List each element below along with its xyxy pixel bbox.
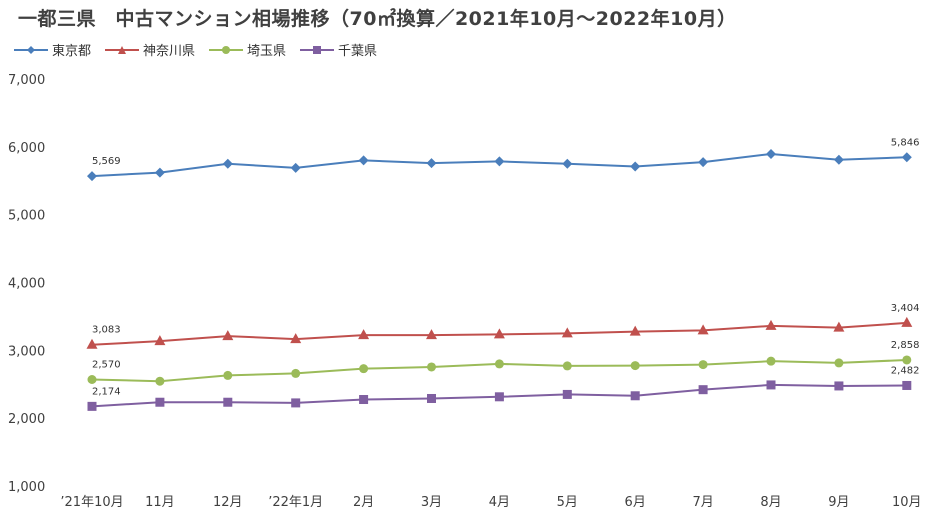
x-tick-label: ’22年1月: [268, 495, 323, 510]
y-tick-label: 4,000: [8, 277, 45, 292]
data-point: [629, 325, 641, 336]
legend-item-chiba: 千葉県: [300, 40, 377, 59]
data-point: [630, 361, 640, 371]
data-point: [427, 393, 436, 403]
data-point: [833, 154, 844, 165]
data-point: [766, 148, 776, 159]
data-point: [562, 389, 572, 399]
legend-label-tokyo: 東京都: [52, 44, 92, 59]
data-point: [630, 161, 641, 172]
data-point: [493, 328, 505, 339]
y-tick-label: 7,000: [8, 73, 45, 88]
legend-item-saitama: 埼玉県: [209, 40, 286, 59]
x-tick-label: 9月: [828, 495, 849, 510]
y-tick-label: 6,000: [8, 141, 45, 156]
data-point: [494, 156, 505, 167]
x-tick-label: 7月: [692, 495, 713, 510]
data-point: [833, 321, 845, 332]
data-point: [902, 380, 912, 390]
data-point: [562, 361, 572, 371]
data-point: [291, 398, 301, 408]
data-point: [291, 368, 301, 378]
data-label: 2,858: [891, 340, 920, 351]
chart-title: 一都三県 中古マンション相場推移（70㎡換算／2021年10月～2022年10月…: [18, 8, 737, 30]
data-point: [834, 381, 844, 391]
x-tick-label: 6月: [625, 495, 646, 510]
x-tick-label: 12月: [213, 495, 243, 510]
data-label: 2,174: [92, 386, 121, 397]
data-point: [834, 358, 844, 368]
data-point: [766, 356, 776, 366]
data-point: [698, 360, 708, 370]
x-tick-label: 4月: [489, 495, 510, 510]
data-point: [426, 329, 437, 340]
data-point: [358, 329, 370, 340]
data-point: [766, 380, 776, 390]
legend-label-saitama: 埼玉県: [247, 44, 287, 59]
x-tick-label: ’21年10月: [60, 495, 123, 510]
data-point: [630, 391, 640, 401]
x-tick-label: 8月: [760, 495, 781, 510]
data-point: [901, 316, 913, 327]
data-point: [359, 395, 369, 405]
legend-marker-kanagawa: [105, 45, 140, 54]
y-tick-label: 1,000: [8, 480, 45, 495]
legend-item-tokyo: 東京都: [14, 40, 91, 59]
data-point: [494, 359, 504, 369]
data-point: [427, 362, 436, 372]
legend-marker-chiba: [300, 45, 335, 54]
data-label: 3,083: [92, 325, 121, 336]
data-point: [359, 364, 369, 374]
data-label: 2,570: [92, 360, 121, 371]
data-point: [155, 376, 165, 386]
data-point: [87, 401, 97, 411]
data-point: [223, 397, 233, 407]
data-point: [222, 158, 233, 169]
legend-label-kanagawa: 神奈川県: [143, 44, 196, 59]
data-label: 5,846: [891, 137, 920, 148]
data-point: [86, 338, 98, 349]
data-point: [290, 162, 301, 173]
data-point: [154, 167, 165, 178]
data-point: [562, 158, 573, 169]
data-point: [901, 152, 912, 163]
data-point: [698, 385, 708, 395]
data-point: [87, 171, 97, 182]
data-point: [902, 355, 912, 365]
y-tick-label: 2,000: [8, 412, 45, 427]
data-point: [426, 158, 437, 169]
data-label: 3,404: [891, 303, 920, 314]
y-tick-label: 5,000: [8, 209, 45, 224]
data-point: [358, 155, 369, 166]
legend-label-chiba: 千葉県: [338, 44, 378, 59]
data-label: 5,569: [92, 156, 121, 167]
data-point: [223, 370, 233, 380]
data-point: [154, 335, 166, 346]
x-tick-label: 2月: [353, 495, 374, 510]
data-point: [697, 324, 709, 335]
legend-marker-tokyo: [14, 45, 48, 54]
data-point: [222, 330, 234, 341]
data-point: [155, 397, 165, 407]
data-point: [765, 319, 777, 330]
legend-item-kanagawa: 神奈川県: [105, 40, 195, 59]
data-point: [561, 327, 573, 338]
data-point: [87, 375, 97, 385]
x-tick-label: 10月: [892, 495, 922, 510]
data-point: [494, 392, 504, 402]
x-tick-label: 3月: [421, 495, 442, 510]
y-tick-label: 3,000: [8, 344, 45, 359]
x-tick-label: 5月: [557, 495, 578, 510]
data-point: [698, 157, 709, 168]
data-point: [290, 333, 302, 344]
legend-marker-saitama: [209, 45, 244, 54]
x-tick-label: 11月: [145, 495, 175, 510]
legend: 東京都 神奈川県 埼玉県 千葉県: [14, 40, 377, 59]
data-label: 2,482: [891, 365, 920, 376]
